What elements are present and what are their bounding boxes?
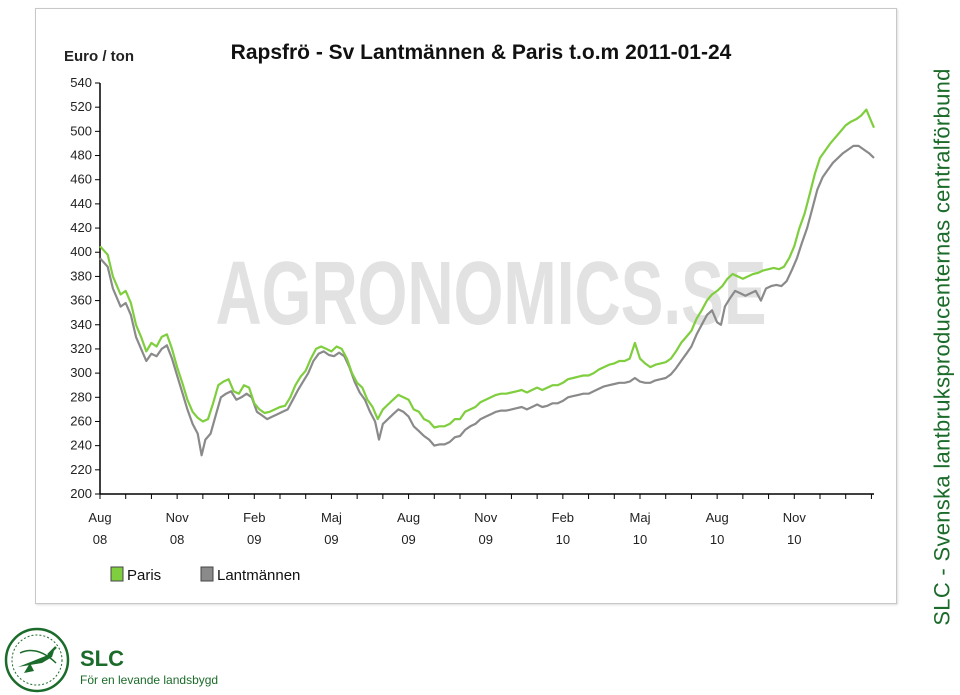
chart-frame: Rapsfrö - Sv Lantmännen & Paris t.o.m 20… [35,8,897,604]
x-tick-label-year: 09 [401,532,415,547]
axes: 200 220 240 260 280 300 320 340 360 380 400 420 440 4… [70,75,874,547]
x-tick-label-month: Nov [783,510,807,525]
y-tick-label: 540 [70,75,92,90]
x-tick-label-year: 10 [556,532,570,547]
y-tick-label: 220 [70,462,92,477]
legend-label: Paris [127,567,161,584]
y-tick-label: 240 [70,438,92,453]
y-tick-label: 520 [70,99,92,114]
x-tick-label-year: 08 [93,532,107,547]
y-tick-label: 500 [70,123,92,138]
x-tick-label-year: 09 [478,532,492,547]
x-tick-label-month: Nov [166,510,190,525]
x-tick-label-year: 10 [633,532,647,547]
line-chart: Rapsfrö - Sv Lantmännen & Paris t.o.m 20… [64,41,876,584]
y-tick-label: 340 [70,317,92,332]
y-tick-label: 400 [70,244,92,259]
x-tick-label-month: Aug [88,510,111,525]
series-line-lantmannen [99,144,875,457]
y-tick-label: 260 [70,413,92,428]
x-tick-label-year: 09 [247,532,261,547]
x-tick-label-month: Maj [321,510,342,525]
y-axis-label: Euro / ton [64,48,134,65]
x-tick-label-month: Maj [630,510,651,525]
y-tick-label: 300 [70,365,92,380]
brand-tagline: För en levande landsbygd [80,673,219,687]
x-tick-label-month: Nov [474,510,498,525]
legend-label: Lantmännen [217,567,300,584]
x-tick-label-month: Aug [706,510,729,525]
series-line-paris [99,108,876,429]
plough-emblem-icon [4,627,70,693]
y-tick-label: 440 [70,196,92,211]
x-tick-label-year: 10 [710,532,724,547]
x-tick-label-month: Aug [397,510,420,525]
organization-full-name: SLC - Svenska lantbruksproducenternas ce… [930,68,956,626]
y-tick-label: 360 [70,293,92,308]
x-tick-label-year: 09 [324,532,338,547]
watermark: AGRONOMICS.SE [215,245,766,344]
legend: Paris Lantmännen [110,566,300,584]
y-tick-label: 480 [70,148,92,163]
y-tick-label: 420 [70,220,92,235]
chart-title: Rapsfrö - Sv Lantmännen & Paris t.o.m 20… [231,41,732,64]
x-tick-label-month: Feb [552,510,574,525]
legend-swatch [200,566,214,582]
y-tick-label: 280 [70,389,92,404]
brand-name: SLC [80,646,124,671]
y-tick-label: 320 [70,341,92,356]
legend-swatch [110,566,124,582]
x-tick-label-year: 10 [787,532,801,547]
x-tick-label-month: Feb [243,510,265,525]
y-tick-label: 380 [70,268,92,283]
y-tick-label: 460 [70,172,92,187]
x-tick-label-year: 08 [170,532,184,547]
organization-vertical-banner: SLC - Svenska lantbruksproducenternas ce… [928,2,958,692]
series-lines [99,108,876,457]
y-tick-label: 200 [70,486,92,501]
